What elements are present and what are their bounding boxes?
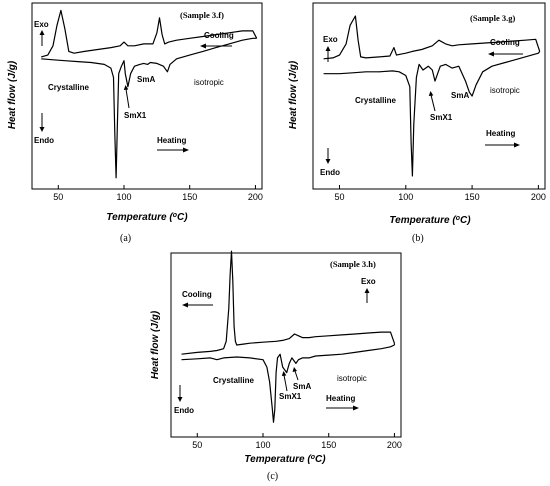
panel-a-frame — [31, 2, 263, 190]
panel-a-xlabel: Temperature (oC) — [106, 212, 188, 224]
endo-label: Endo — [174, 406, 194, 415]
cooling-curve-c — [181, 250, 395, 355]
endo-label: Endo — [320, 168, 340, 177]
x-tick-label: 150 — [465, 192, 480, 202]
panel-a-ylabel: Heat flow (J/g) — [7, 60, 18, 129]
heating-label: Heating — [326, 394, 355, 403]
panel-c-caption: (c) — [267, 471, 278, 482]
crystalline-label: Crystalline — [48, 83, 89, 92]
x-tick-label: 50 — [192, 440, 202, 450]
exo-arrowhead — [364, 288, 370, 293]
isotropic-label: isotropic — [490, 86, 520, 95]
smx1-arrowhead — [123, 85, 129, 90]
heating-arrowhead — [353, 405, 359, 411]
cooling-arrowhead — [488, 51, 494, 57]
panel-c-title: (Sample 3.h) — [330, 259, 376, 269]
heating-label: Heating — [486, 129, 515, 138]
panel-c: (Sample 3.h) Heat flow (J/g) Temperature… — [150, 252, 402, 482]
x-tick-label: 50 — [53, 192, 63, 202]
cooling-label: Cooling — [490, 38, 520, 47]
x-tick-label: 200 — [248, 192, 263, 202]
heating-arrowhead — [514, 142, 520, 148]
panel-b-frame — [312, 2, 546, 190]
cooling-arrowhead — [182, 302, 188, 308]
exo-label: Exo — [34, 20, 49, 29]
heating-label: Heating — [157, 136, 186, 145]
x-tick-label: 150 — [321, 440, 336, 450]
isotropic-label: isotropic — [337, 374, 367, 383]
crystalline-label: Crystalline — [213, 376, 254, 385]
sma-label: SmA — [293, 382, 311, 391]
panel-c-xlabel: Temperature (oC) — [244, 454, 326, 466]
smx1-pointer — [430, 94, 436, 112]
panel-c-ylabel: Heat flow (J/g) — [150, 310, 161, 379]
cooling-label: Cooling — [182, 290, 212, 299]
smx1-arrowhead — [281, 371, 287, 376]
x-tick-label: 50 — [335, 192, 345, 202]
x-tick-label: 200 — [387, 440, 402, 450]
panel-b: (Sample 3.g) Heat flow (J/g) Temperature… — [288, 2, 546, 244]
smx1-label: SmX1 — [279, 392, 302, 401]
crystalline-label: Crystalline — [355, 96, 396, 105]
x-tick-label: 100 — [398, 192, 413, 202]
panel-b-title: (Sample 3.g) — [470, 13, 516, 23]
smx1-pointer — [125, 88, 130, 109]
panel-c-frame — [170, 252, 402, 438]
isotropic-label: isotropic — [194, 78, 224, 87]
exo-arrowhead — [325, 46, 331, 51]
smx1-pointer — [283, 374, 288, 392]
sma-arrowhead — [292, 367, 297, 372]
cooling-curve-b — [323, 15, 541, 60]
x-tick-label: 150 — [182, 192, 197, 202]
smx1-label: SmX1 — [430, 113, 453, 122]
panel-b-caption: (b) — [412, 233, 424, 244]
panel-c-ticks: 50 100 150 200 — [192, 433, 402, 450]
sma-pointer — [294, 370, 299, 381]
panel-a-ticks: 50 100 150 200 — [53, 185, 263, 202]
exo-arrowhead — [39, 30, 45, 35]
panel-b-xlabel: Temperature (oC) — [389, 215, 471, 227]
heating-arrowhead — [183, 147, 189, 153]
panel-b-ylabel: Heat flow (J/g) — [288, 60, 299, 129]
panel-b-ticks: 50 100 150 200 — [335, 185, 546, 202]
x-tick-label: 100 — [255, 440, 270, 450]
heating-curve-c — [181, 344, 395, 423]
smx1-label: SmX1 — [124, 111, 147, 120]
panel-a-caption: (a) — [120, 233, 131, 244]
cooling-label: Cooling — [204, 31, 234, 40]
exo-label: Exo — [323, 35, 338, 44]
endo-label: Endo — [34, 136, 54, 145]
sma-label: SmA — [137, 75, 155, 84]
sma-label: SmA — [451, 91, 469, 100]
x-tick-label: 200 — [531, 192, 546, 202]
panel-a-title: (Sample 3.f) — [180, 10, 224, 20]
x-tick-label: 100 — [116, 192, 131, 202]
curves — [41, 9, 541, 423]
cooling-curve-a — [41, 9, 258, 58]
endo-arrowhead — [325, 159, 331, 164]
cooling-arrowhead — [200, 43, 206, 49]
endo-arrowhead — [39, 127, 45, 132]
endo-arrowhead — [177, 397, 183, 402]
heating-curve-b — [323, 51, 541, 177]
panel-a: (Sample 3.f) Heat flow (J/g) Temperature… — [7, 2, 263, 244]
exo-label: Exo — [361, 277, 376, 286]
smx1-arrowhead — [428, 91, 434, 96]
heating-curve-a — [41, 37, 257, 179]
